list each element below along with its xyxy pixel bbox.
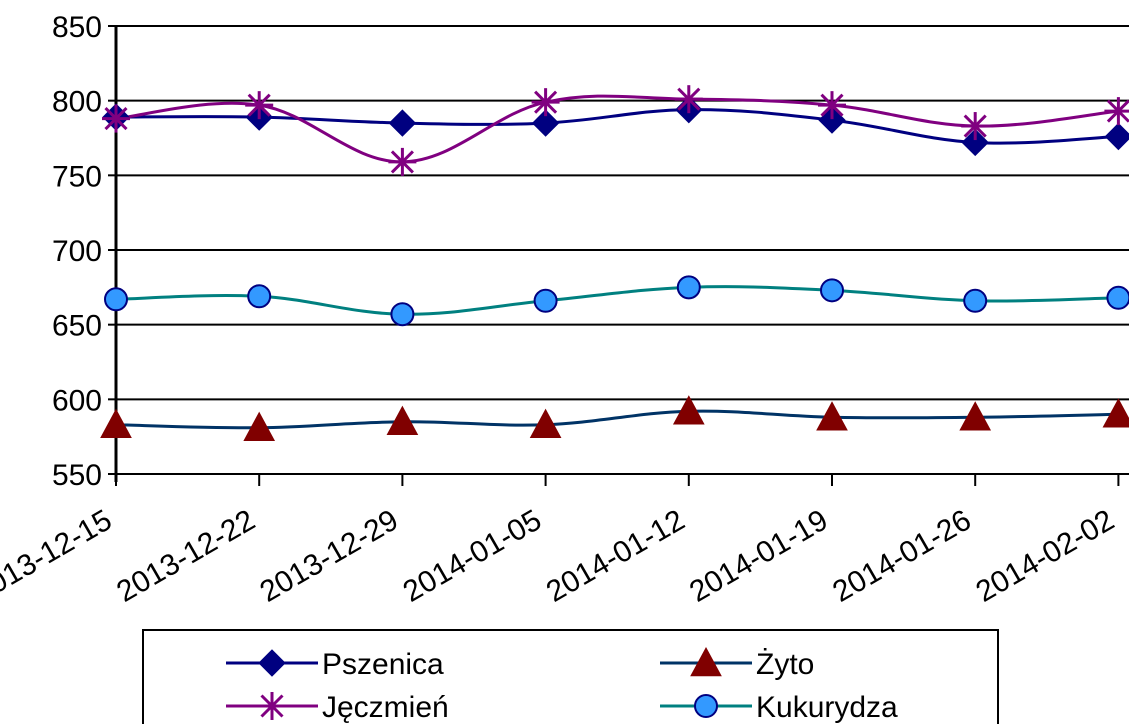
series-lines — [115, 94, 1119, 430]
marker--yto — [529, 408, 562, 438]
star-stroke — [963, 114, 987, 138]
x-tick-label: 2014-01-26 — [827, 503, 976, 608]
marker--yto — [1102, 398, 1129, 428]
series-line--yto — [115, 409, 1119, 430]
series-line-pszenica — [115, 108, 1119, 145]
marker--yto — [959, 401, 992, 431]
y-tick-label: 750 — [52, 160, 102, 193]
marker--yto — [386, 405, 419, 435]
x-tick-label: 2013-12-29 — [254, 503, 403, 608]
x-tick-label: 2014-01-05 — [398, 503, 547, 608]
y-tick-label: 650 — [52, 310, 102, 343]
x-tick-label: 2014-01-12 — [541, 503, 690, 608]
x-tick-label: 2014-02-02 — [970, 503, 1119, 608]
marker-kukurydza — [390, 302, 415, 327]
marker-kukurydza — [963, 288, 988, 313]
x-tick-label: 2013-12-22 — [111, 503, 260, 608]
y-tick-label: 700 — [52, 235, 102, 268]
legend: Pszenica Żyto Jęczmień Kukurydza — [142, 629, 999, 724]
legend-label--yto: Żyto — [756, 648, 814, 681]
marker-j-czmie- — [818, 91, 846, 120]
marker--yto — [672, 395, 705, 425]
marker-kukurydza — [1106, 285, 1129, 310]
legend-marker-kukurydza — [694, 694, 718, 718]
marker-j-czmie- — [961, 112, 990, 141]
marker-kukurydza — [104, 287, 128, 312]
y-tick-label: 850 — [52, 11, 102, 44]
y-tick-labels: 550 600 650 700 750 800 850 — [52, 11, 102, 492]
marker-pszenica — [531, 109, 560, 137]
marker-kukurydza — [247, 284, 272, 309]
marker-kukurydza — [533, 288, 558, 313]
legend-box — [142, 629, 999, 724]
star-stroke — [104, 107, 128, 131]
marker-pszenica — [388, 109, 417, 137]
y-tick-label: 800 — [52, 86, 102, 119]
marker-j-czmie- — [102, 104, 130, 133]
star-stroke — [390, 150, 414, 174]
y-tick-label: 600 — [52, 384, 102, 417]
star-stroke — [247, 93, 271, 117]
x-tick-labels: 2013-12-152013-12-222013-12-292014-01-05… — [0, 503, 1120, 608]
series-line-j-czmie- — [115, 94, 1119, 164]
marker-j-czmie- — [531, 88, 560, 117]
star-stroke — [677, 87, 701, 111]
star-stroke — [820, 93, 844, 117]
marker-pszenica — [961, 128, 989, 157]
grid-lines — [116, 25, 1129, 475]
marker-kukurydza — [676, 275, 701, 300]
star-stroke — [260, 694, 284, 718]
marker--yto — [100, 408, 132, 438]
star-stroke — [1106, 99, 1129, 123]
x-tick-label: 2014-01-19 — [684, 503, 833, 608]
legend-label-kukurydza: Kukurydza — [756, 691, 898, 724]
legend-marker--yto — [690, 646, 722, 677]
legend-marker-j-czmie- — [258, 692, 286, 720]
series-line-kukurydza — [115, 285, 1119, 316]
legend-label-j-czmie-: Jęczmień — [322, 691, 449, 724]
y-tick-label: 550 — [52, 459, 102, 492]
marker-pszenica — [1104, 122, 1129, 151]
marker-j-czmie- — [674, 85, 703, 114]
star-stroke — [534, 90, 558, 114]
x-tick-label: 2013-12-15 — [0, 503, 118, 608]
axes — [108, 25, 1120, 486]
marker--yto — [816, 401, 848, 431]
legend-label-pszenica: Pszenica — [322, 648, 444, 681]
marker-kukurydza — [820, 278, 844, 303]
marker-j-czmie- — [1104, 97, 1129, 126]
legend-marker-pszenica — [258, 649, 286, 677]
marker-j-czmie- — [245, 91, 274, 120]
marker-j-czmie- — [388, 147, 417, 176]
marker--yto — [243, 411, 276, 441]
series-markers — [100, 85, 1129, 441]
